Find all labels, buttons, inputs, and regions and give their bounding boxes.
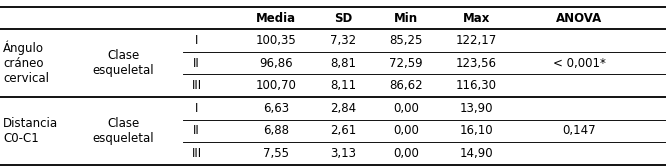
Text: Media: Media	[256, 11, 296, 25]
Text: 122,17: 122,17	[456, 34, 497, 47]
Text: 100,35: 100,35	[256, 34, 297, 47]
Text: 116,30: 116,30	[456, 79, 497, 92]
Text: 14,90: 14,90	[460, 147, 493, 160]
Text: Ángulo
cráneo
cervical: Ángulo cráneo cervical	[3, 41, 49, 85]
Text: 72,59: 72,59	[390, 57, 423, 70]
Text: 7,55: 7,55	[263, 147, 290, 160]
Text: 2,84: 2,84	[330, 102, 356, 115]
Text: Min: Min	[394, 11, 418, 25]
Text: 0,00: 0,00	[394, 147, 419, 160]
Text: 13,90: 13,90	[460, 102, 493, 115]
Text: II: II	[193, 124, 200, 137]
Text: 8,81: 8,81	[330, 57, 356, 70]
Text: < 0,001*: < 0,001*	[553, 57, 606, 70]
Text: 123,56: 123,56	[456, 57, 497, 70]
Text: Clase
esqueletal: Clase esqueletal	[93, 117, 154, 145]
Text: I: I	[194, 34, 198, 47]
Text: SD: SD	[334, 11, 352, 25]
Text: Clase
esqueletal: Clase esqueletal	[93, 49, 154, 77]
Text: 2,61: 2,61	[330, 124, 356, 137]
Text: 0,147: 0,147	[563, 124, 596, 137]
Text: 6,88: 6,88	[263, 124, 290, 137]
Text: 7,32: 7,32	[330, 34, 356, 47]
Text: ANOVA: ANOVA	[556, 11, 603, 25]
Text: III: III	[191, 79, 202, 92]
Text: 85,25: 85,25	[390, 34, 423, 47]
Text: Max: Max	[462, 11, 490, 25]
Text: 8,11: 8,11	[330, 79, 356, 92]
Text: 96,86: 96,86	[260, 57, 293, 70]
Text: 0,00: 0,00	[394, 102, 419, 115]
Text: Distancia
C0-C1: Distancia C0-C1	[3, 117, 59, 145]
Text: 0,00: 0,00	[394, 124, 419, 137]
Text: 3,13: 3,13	[330, 147, 356, 160]
Text: II: II	[193, 57, 200, 70]
Text: 100,70: 100,70	[256, 79, 297, 92]
Text: 6,63: 6,63	[263, 102, 290, 115]
Text: I: I	[194, 102, 198, 115]
Text: 86,62: 86,62	[390, 79, 423, 92]
Text: 16,10: 16,10	[460, 124, 493, 137]
Text: III: III	[191, 147, 202, 160]
